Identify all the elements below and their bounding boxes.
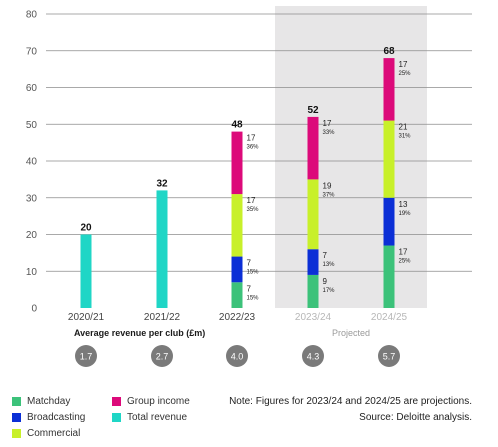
- legend-swatch-group-income: [112, 397, 121, 406]
- y-tick-label: 40: [26, 157, 38, 168]
- avg-revenue-circle: [302, 345, 324, 367]
- x-tick-label: 2021/22: [144, 312, 181, 323]
- bar-total-label: 20: [80, 223, 92, 234]
- bar-broadcasting-2022/23: [231, 256, 243, 283]
- legend-swatch-total-revenue: [112, 413, 121, 422]
- segment-pct-label: 37%: [323, 192, 336, 198]
- segment-pct-label: 33%: [323, 130, 336, 136]
- bar-broadcasting-2024/25: [383, 197, 395, 246]
- y-tick-label: 0: [31, 304, 37, 315]
- legend-swatch-commercial: [12, 429, 21, 438]
- bar-commercial-2022/23: [231, 194, 243, 257]
- legend-label-total-revenue: Total revenue: [127, 412, 188, 423]
- bar-total-label: 52: [307, 105, 319, 116]
- avg-revenue-value: 5.7: [383, 352, 396, 362]
- y-tick-label: 50: [26, 120, 38, 131]
- segment-pct-label: 15%: [247, 270, 260, 276]
- avg-revenue-value: 4.3: [307, 352, 320, 362]
- segment-value-label: 17: [247, 134, 256, 143]
- x-tick-label: 2020/21: [68, 312, 105, 323]
- segment-value-label: 7: [323, 251, 328, 260]
- legend-label-commercial: Commercial: [27, 428, 81, 439]
- x-tick-label: 2022/23: [219, 312, 256, 323]
- segment-pct-label: 17%: [323, 288, 336, 294]
- bar-total-label: 68: [383, 46, 395, 57]
- y-tick-label: 70: [26, 46, 38, 57]
- bar-matchday-2024/25: [383, 245, 395, 308]
- legend-label-matchday: Matchday: [27, 396, 71, 407]
- source-note: Source: Deloitte analysis.: [359, 412, 472, 423]
- avg-revenue-value: 1.7: [80, 352, 93, 362]
- avg-revenue-value: 4.0: [231, 352, 244, 362]
- bar-matchday-2023/24: [307, 274, 319, 308]
- segment-value-label: 9: [323, 277, 328, 286]
- segment-pct-label: 19%: [399, 211, 412, 217]
- y-tick-label: 20: [26, 230, 38, 241]
- segment-pct-label: 31%: [399, 134, 412, 140]
- segment-pct-label: 13%: [323, 262, 336, 268]
- bar-commercial-2024/25: [383, 120, 395, 198]
- x-tick-label: 2024/25: [371, 312, 408, 323]
- x-tick-label: 2023/24: [295, 312, 332, 323]
- segment-value-label: 21: [399, 123, 408, 132]
- avg-revenue-circle: [75, 345, 97, 367]
- projected-shading: [275, 6, 427, 308]
- legend-label-broadcasting: Broadcasting: [27, 412, 86, 423]
- y-tick-label: 80: [26, 10, 38, 21]
- legend-total-revenue: Total revenue: [112, 412, 187, 423]
- bar-group-income-2024/25: [383, 58, 395, 121]
- legend-swatch-broadcasting: [12, 413, 21, 422]
- legend-label-group-income: Group income: [127, 396, 190, 407]
- avg-revenue-axis-label: Average revenue per club (£m): [74, 328, 205, 338]
- avg-revenue-value: 2.7: [156, 352, 169, 362]
- bar-total-revenue-2020/21: [80, 234, 92, 308]
- bar-matchday-2022/23: [231, 282, 243, 308]
- segment-value-label: 7: [247, 259, 252, 268]
- segment-value-label: 17: [399, 248, 408, 257]
- y-tick-label: 30: [26, 193, 38, 204]
- avg-revenue-circle: [226, 345, 248, 367]
- segment-value-label: 7: [247, 284, 252, 293]
- segment-value-label: 17: [247, 196, 256, 205]
- segment-value-label: 19: [323, 181, 332, 190]
- bar-total-label: 32: [156, 178, 168, 189]
- bar-broadcasting-2023/24: [307, 249, 319, 275]
- legend-group-income: Group income: [112, 396, 190, 407]
- y-tick-label: 60: [26, 83, 38, 94]
- segment-value-label: 17: [323, 119, 332, 128]
- bar-group-income-2022/23: [231, 131, 243, 195]
- segment-pct-label: 25%: [399, 259, 412, 265]
- segment-pct-label: 35%: [247, 207, 260, 213]
- segment-value-label: 13: [399, 200, 408, 209]
- segment-value-label: 17: [399, 60, 408, 69]
- segment-pct-label: 36%: [247, 145, 260, 151]
- avg-revenue-circle: [378, 345, 400, 367]
- bar-total-label: 48: [231, 120, 243, 131]
- segment-pct-label: 25%: [399, 71, 412, 77]
- projected-label: Projected: [332, 328, 370, 338]
- legend-matchday: Matchday: [12, 396, 70, 407]
- legend-commercial: Commercial: [12, 428, 80, 439]
- bar-commercial-2023/24: [307, 179, 319, 250]
- bar-total-revenue-2021/22: [156, 190, 168, 308]
- avg-revenue-circle: [151, 345, 173, 367]
- legend-broadcasting: Broadcasting: [12, 412, 85, 423]
- legend-swatch-matchday: [12, 397, 21, 406]
- y-tick-label: 10: [26, 267, 38, 278]
- bar-group-income-2023/24: [307, 116, 319, 180]
- projection-note: Note: Figures for 2023/24 and 2024/25 ar…: [229, 396, 472, 407]
- segment-pct-label: 15%: [247, 295, 260, 301]
